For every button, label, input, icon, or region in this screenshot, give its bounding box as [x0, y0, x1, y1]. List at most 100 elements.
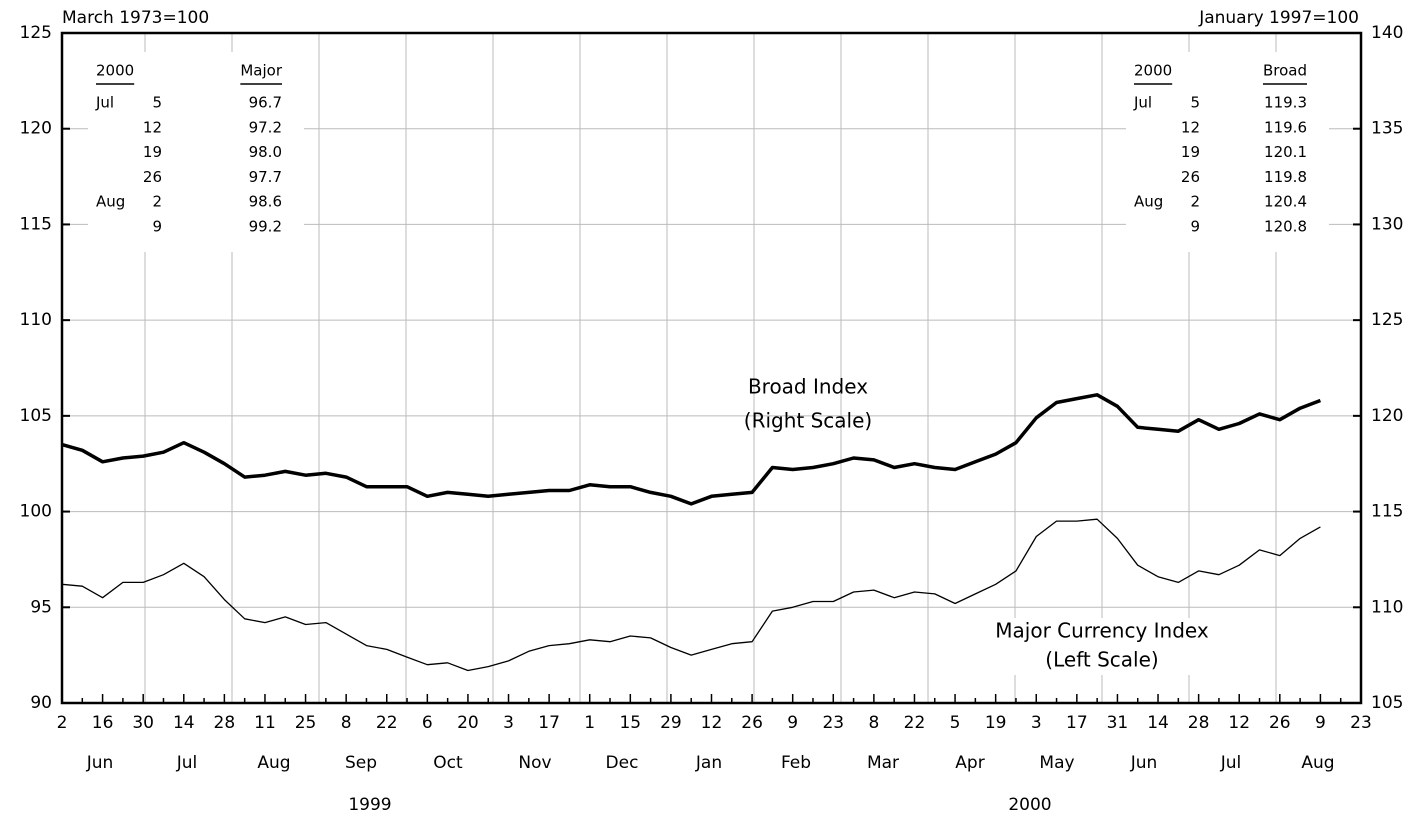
x-tick-label: 17 — [538, 713, 560, 733]
x-tick-label: 20 — [457, 713, 479, 733]
x-tick-label: 6 — [422, 713, 433, 733]
y-tick-label: 115 — [20, 214, 52, 234]
x-tick-label: 26 — [741, 713, 763, 733]
x-tick-label: 2 — [57, 713, 68, 733]
table-cell: 96.7 — [249, 94, 282, 112]
table-cell: 9 — [1190, 218, 1200, 236]
x-tick-label: 26 — [1269, 713, 1291, 733]
x-tick-label: 1 — [584, 713, 595, 733]
y2-tick-label: 110 — [1371, 597, 1403, 617]
table-cell: 120.4 — [1264, 193, 1307, 211]
x-tick-label: 5 — [950, 713, 961, 733]
series-note: (Left Scale) — [1045, 648, 1158, 672]
year-label: 1999 — [348, 795, 391, 815]
y2-tick-label: 140 — [1371, 23, 1403, 43]
annotation-background — [962, 618, 1242, 675]
y2-tick-label: 120 — [1371, 406, 1403, 426]
table-cell: 19 — [1181, 143, 1200, 161]
x-tick-label: 14 — [1147, 713, 1169, 733]
table-cell: 26 — [1181, 168, 1200, 186]
table-cell: 98.6 — [249, 193, 282, 211]
y2-tick-label: 130 — [1371, 214, 1403, 234]
table-cell: 97.2 — [249, 118, 282, 136]
table-cell: 26 — [143, 168, 162, 186]
right-note: January 1997=100 — [1198, 8, 1359, 28]
x-tick-label: 3 — [503, 713, 514, 733]
series-line — [61, 393, 1322, 506]
x-tick-label: 29 — [660, 713, 682, 733]
series-name: Major Currency Index — [995, 619, 1209, 643]
table-cell: Jul — [95, 94, 114, 112]
x-tick-label: 17 — [1066, 713, 1088, 733]
y-tick-label: 120 — [20, 119, 52, 139]
x-tick-label: 22 — [904, 713, 926, 733]
table-cell: 19 — [143, 143, 162, 161]
table-cell: 98.0 — [249, 143, 282, 161]
y2-tick-label: 115 — [1371, 502, 1403, 522]
y-tick-label: 90 — [30, 693, 52, 713]
x-tick-label: 23 — [1350, 713, 1372, 733]
month-label: Dec — [606, 753, 639, 773]
x-tick-label: 12 — [701, 713, 723, 733]
month-label: Aug — [1301, 753, 1334, 773]
y-tick-label: 95 — [30, 597, 52, 617]
month-label: Sep — [345, 753, 377, 773]
table-background — [88, 52, 304, 252]
series-line — [61, 518, 1321, 672]
month-label: Oct — [433, 753, 463, 773]
x-tick-label: 28 — [214, 713, 236, 733]
table-header: Broad — [1263, 62, 1307, 80]
table-cell: Aug — [1134, 193, 1163, 211]
table-cell: 99.2 — [249, 218, 282, 236]
x-tick-label: 23 — [822, 713, 844, 733]
x-tick-label: 9 — [1315, 713, 1326, 733]
x-tick-label: 30 — [132, 713, 154, 733]
y-tick-label: 125 — [20, 23, 52, 43]
table-header: 2000 — [1134, 62, 1172, 80]
x-tick-label: 11 — [254, 713, 276, 733]
data-table: 2000 Broad Jul 5 119.3 12 119.6 19 120.1 26 119.8 A… — [1126, 52, 1329, 252]
table-cell: 120.8 — [1264, 218, 1307, 236]
x-tick-label: 28 — [1188, 713, 1210, 733]
x-tick-label: 8 — [341, 713, 352, 733]
y-tick-label: 100 — [20, 502, 52, 522]
series-note: (Right Scale) — [744, 409, 872, 433]
month-label: Jun — [1130, 753, 1158, 773]
x-tick-label: 3 — [1031, 713, 1042, 733]
table-header: Major — [240, 62, 282, 80]
table-cell: 5 — [152, 94, 162, 112]
y2-tick-label: 135 — [1371, 119, 1403, 139]
table-cell: 5 — [1190, 94, 1200, 112]
month-label: Jul — [1220, 753, 1242, 773]
month-label: Jun — [86, 753, 114, 773]
table-cell: 9 — [152, 218, 162, 236]
x-tick-label: 31 — [1107, 713, 1129, 733]
month-label: Feb — [781, 753, 811, 773]
month-label: Aug — [257, 753, 290, 773]
y2-tick-label: 105 — [1371, 693, 1403, 713]
table-cell: 119.8 — [1264, 168, 1307, 186]
table-cell: 2 — [1190, 193, 1200, 211]
data-table: 2000 Major Jul 5 96.7 12 97.2 19 98.0 26 97.7 Aug 2 9… — [88, 52, 304, 252]
y-tick-label: 105 — [20, 406, 52, 426]
table-cell: 12 — [143, 118, 162, 136]
table-cell: 119.6 — [1264, 118, 1307, 136]
x-tick-label: 19 — [985, 713, 1007, 733]
month-label: Mar — [867, 753, 899, 773]
table-cell: 97.7 — [249, 168, 282, 186]
series-name: Broad Index — [748, 375, 868, 399]
table-cell: 119.3 — [1264, 94, 1307, 112]
month-label: May — [1039, 753, 1074, 773]
year-label: 2000 — [1008, 795, 1051, 815]
month-label: Apr — [955, 753, 984, 773]
table-cell: 2 — [152, 193, 162, 211]
x-tick-label: 16 — [92, 713, 114, 733]
x-tick-label: 12 — [1228, 713, 1250, 733]
month-label: Jan — [695, 753, 722, 773]
y2-tick-label: 125 — [1371, 310, 1403, 330]
table-header: 2000 — [96, 62, 134, 80]
x-tick-label: 22 — [376, 713, 398, 733]
y-tick-label: 110 — [20, 310, 52, 330]
table-cell: 120.1 — [1264, 143, 1307, 161]
